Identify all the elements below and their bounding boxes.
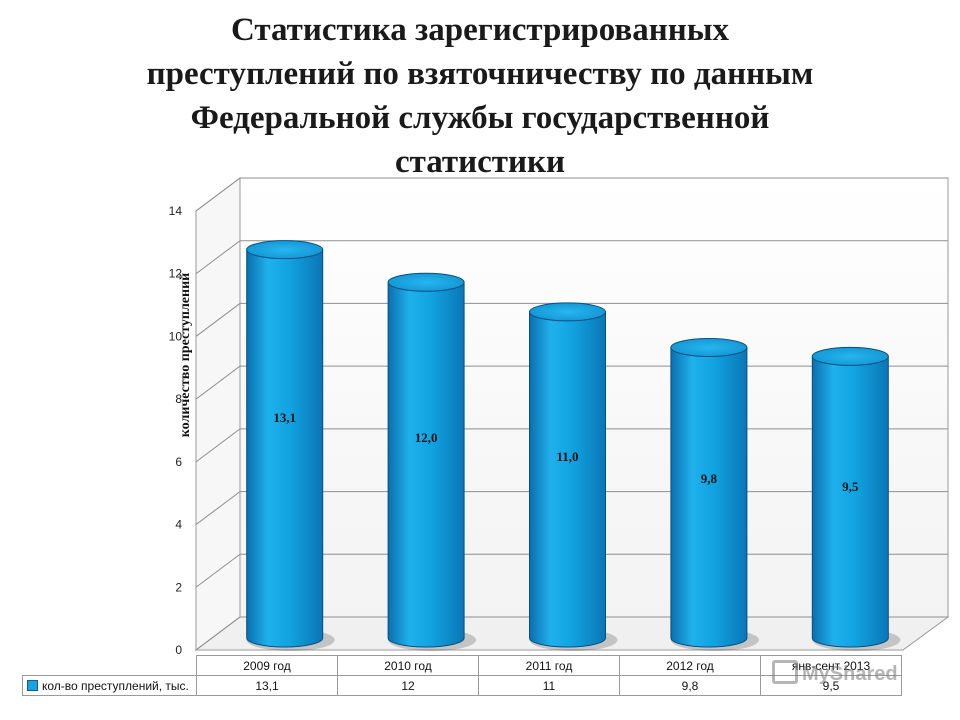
data-label: 11,0 — [556, 449, 578, 464]
data-table-corner — [22, 655, 197, 676]
watermark-icon — [772, 660, 798, 684]
title-line: Статистика зарегистрированных — [230, 12, 730, 48]
watermark-text: MyShared — [802, 663, 898, 685]
table-value: 12 — [337, 675, 479, 696]
bar-top — [811, 346, 889, 366]
data-label: 9,8 — [701, 471, 718, 486]
y-tick-label: 0 — [175, 643, 182, 657]
category-label: 2012 год — [619, 655, 761, 676]
y-tick-label: 10 — [169, 329, 183, 343]
legend-swatch — [27, 679, 38, 691]
data-table: 2009 год 2010 год 2011 год 2012 год янв-… — [22, 655, 902, 696]
bars: 13,1 12,0 11,0 9,8 9,5 — [246, 240, 901, 651]
bar-body — [811, 355, 889, 648]
bar-body — [670, 347, 748, 648]
data-table-header-row: 2009 год 2010 год 2011 год 2012 год янв-… — [22, 655, 902, 676]
bar-body — [529, 311, 606, 648]
bar-top — [670, 338, 748, 357]
grid-line — [195, 177, 948, 212]
bar-body — [246, 249, 324, 648]
y-tick-label: 8 — [175, 392, 182, 406]
category-label: 2010 год — [337, 655, 479, 676]
bar — [387, 272, 477, 651]
table-value: 9,8 — [619, 675, 761, 696]
title-line: преступлений по взяточничеству по данным — [146, 56, 814, 92]
title-line: Федеральной службы государственной — [190, 100, 770, 136]
bar — [246, 240, 335, 651]
y-axis-ticks: 0 2 4 6 8 10 12 14 — [169, 204, 183, 657]
legend-entry: кол-во преступлений, тыс. — [22, 675, 197, 696]
grid-line — [195, 240, 948, 275]
bar — [811, 346, 901, 651]
data-label: 9,5 — [842, 479, 859, 494]
watermark-logo: MyShared — [772, 660, 924, 688]
table-value: 13,1 — [196, 675, 338, 696]
series-name: кол-во преступлений, тыс. — [42, 678, 189, 693]
side-wall — [195, 177, 241, 651]
bar-body — [387, 281, 465, 648]
data-table-series-row: кол-во преступлений, тыс. 13,1 12 11 9,8… — [22, 675, 902, 696]
y-tick-label: 6 — [175, 455, 182, 469]
page-title: Статистика зарегистрированных преступлен… — [120, 8, 840, 184]
y-tick-label: 2 — [175, 580, 182, 594]
category-label: 2011 год — [478, 655, 620, 676]
title-line: статистики — [394, 144, 566, 180]
category-label: 2009 год — [196, 655, 338, 676]
bar-top — [529, 302, 606, 322]
data-label: 13,1 — [273, 410, 296, 425]
y-axis-label: количество преступлений — [178, 273, 193, 437]
data-label: 12,0 — [415, 430, 438, 445]
y-tick-label: 12 — [169, 267, 183, 281]
bar-top — [387, 272, 465, 292]
bar-top — [246, 240, 324, 260]
bar — [670, 338, 759, 651]
y-tick-label: 14 — [169, 204, 183, 218]
grid-line — [195, 302, 948, 337]
y-tick-label: 4 — [175, 518, 182, 532]
bar — [529, 302, 618, 651]
table-value: 11 — [478, 675, 620, 696]
